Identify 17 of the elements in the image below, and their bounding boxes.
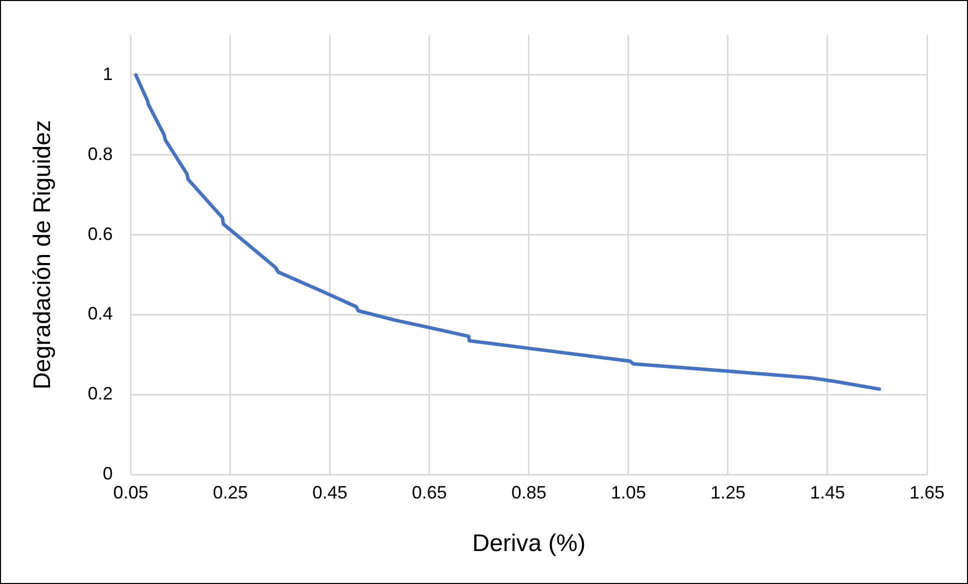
x-tick-label: 0.85	[511, 482, 546, 502]
x-tick-label: 0.65	[412, 482, 447, 502]
x-tick-label: 0.25	[212, 482, 248, 502]
x-axis-title: Deriva (%)	[472, 530, 586, 558]
x-tick-label: 0.45	[312, 482, 348, 502]
x-tick-label: 1.65	[909, 482, 945, 502]
x-tick-label: 1.45	[810, 482, 845, 502]
y-tick-label: 0.4	[88, 304, 113, 324]
y-tick-label: 0.8	[88, 144, 113, 164]
y-tick-label: 0	[102, 464, 113, 484]
y-tick-label: 0.6	[88, 224, 113, 244]
y-tick-label: 0.2	[88, 384, 113, 404]
y-tick-label: 1	[102, 64, 113, 84]
x-tick-label: 1.05	[610, 482, 646, 502]
x-tick-label: 0.05	[113, 482, 148, 502]
y-axis-title: Degradación de Riguidez	[29, 120, 56, 390]
x-tick-label: 1.25	[710, 482, 746, 502]
